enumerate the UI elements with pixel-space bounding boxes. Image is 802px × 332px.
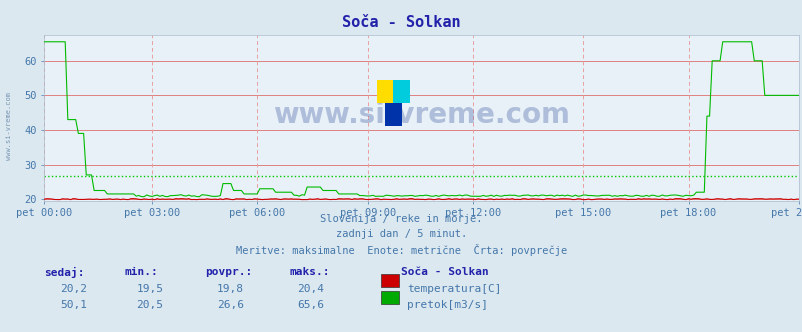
Text: zadnji dan / 5 minut.: zadnji dan / 5 minut. (335, 229, 467, 239)
Text: maks.:: maks.: (289, 267, 329, 277)
Text: 19,5: 19,5 (136, 284, 164, 294)
Text: 50,1: 50,1 (60, 300, 87, 310)
Text: 20,4: 20,4 (297, 284, 324, 294)
Text: 65,6: 65,6 (297, 300, 324, 310)
Text: sedaj:: sedaj: (44, 267, 84, 278)
Bar (393, 80, 409, 103)
Text: www.si-vreme.com: www.si-vreme.com (6, 92, 12, 160)
Text: www.si-vreme.com: www.si-vreme.com (273, 101, 569, 128)
Text: 20,2: 20,2 (60, 284, 87, 294)
Text: Meritve: maksimalne  Enote: metrične  Črta: povprečje: Meritve: maksimalne Enote: metrične Črta… (236, 244, 566, 256)
Text: 19,8: 19,8 (217, 284, 244, 294)
Bar (377, 80, 393, 103)
Text: Soča - Solkan: Soča - Solkan (401, 267, 488, 277)
Text: Soča - Solkan: Soča - Solkan (342, 15, 460, 30)
Text: pretok[m3/s]: pretok[m3/s] (407, 300, 488, 310)
Text: 20,5: 20,5 (136, 300, 164, 310)
Text: temperatura[C]: temperatura[C] (407, 284, 501, 294)
Bar (385, 103, 401, 126)
Text: 26,6: 26,6 (217, 300, 244, 310)
Text: min.:: min.: (124, 267, 158, 277)
Text: Slovenija / reke in morje.: Slovenija / reke in morje. (320, 214, 482, 224)
Text: povpr.:: povpr.: (205, 267, 252, 277)
